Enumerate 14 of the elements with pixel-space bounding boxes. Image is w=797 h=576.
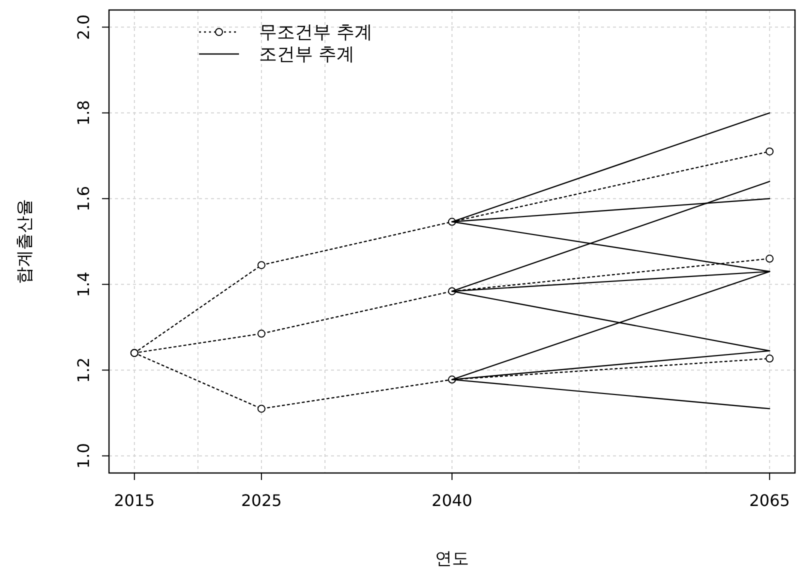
y-tick-label: 2.0: [74, 14, 93, 40]
y-tick-label: 1.8: [74, 100, 93, 126]
x-axis-title: 연도: [435, 549, 469, 569]
legend-label: 무조건부 추계: [259, 22, 373, 43]
x-tick-label: 2040: [432, 491, 472, 510]
y-tick-label: 1.2: [74, 357, 93, 383]
y-axis-title: 합계출산율: [15, 199, 35, 284]
x-tick-label: 2015: [114, 491, 155, 510]
y-tick-label: 1.4: [74, 272, 93, 298]
y-tick-label: 1.6: [74, 186, 93, 212]
x-tick-label: 2025: [241, 491, 282, 510]
x-tick-label: 2065: [749, 491, 790, 510]
y-tick-label: 1.0: [74, 443, 93, 469]
legend-label: 조건부 추계: [259, 44, 355, 65]
